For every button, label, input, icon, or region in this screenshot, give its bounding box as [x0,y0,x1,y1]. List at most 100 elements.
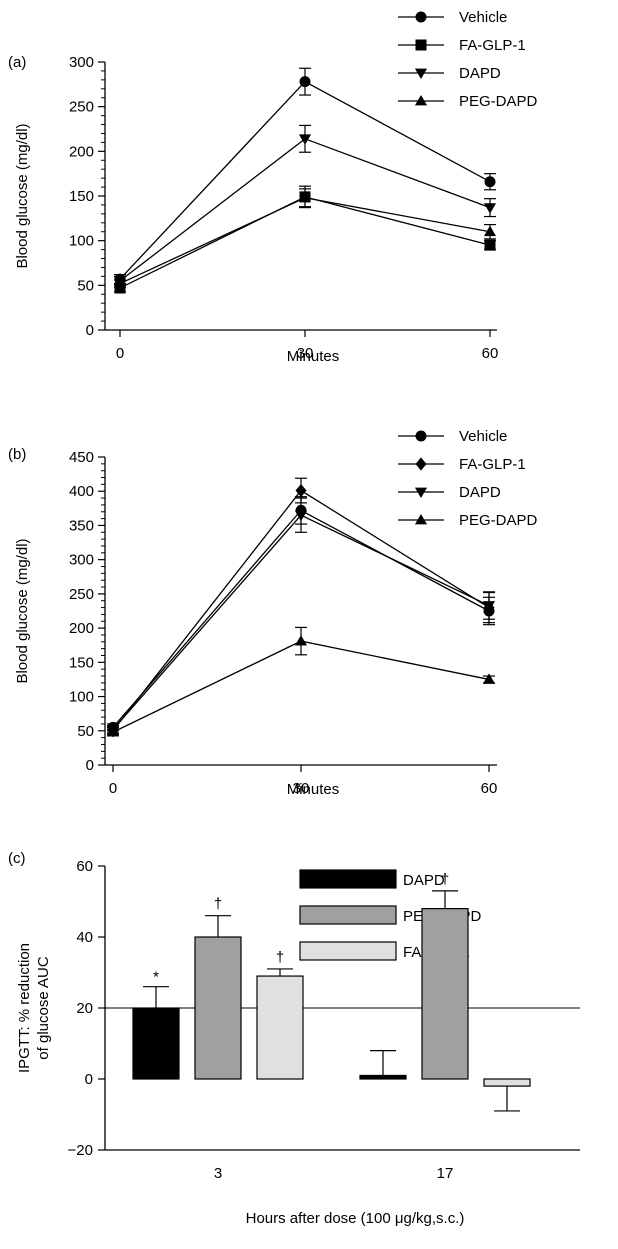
significance-marker: † [214,896,222,913]
y-tick-label: 300 [69,54,94,71]
y-tick-label: 100 [69,233,94,250]
y-tick-label: 50 [77,277,94,294]
panel-a-y-ticks: 0 50 100 150 200 250 300 [69,54,105,339]
legend-marker [415,457,427,471]
series-peg-dapd [106,626,496,737]
series-peg-dapd [113,188,497,288]
legend-label: DAPD [403,872,445,889]
panel-b-x-ticks: 0 30 60 [109,765,498,797]
y-tick-label: 250 [69,586,94,603]
x-tick-label: 3 [214,1165,222,1182]
legend-entry-fa-glp-1: FA-GLP-1 [398,456,526,473]
legend-marker [415,39,427,51]
legend-marker [415,11,427,23]
data-point [482,601,496,612]
panel-c-y-title-line2: of glucose AUC [35,956,52,1060]
data-point [114,282,126,294]
series-dapd [106,497,496,736]
data-point [484,176,496,188]
series-line [112,514,490,730]
panel-b-series [106,477,496,738]
x-tick-label: 60 [481,780,498,797]
legend-label: PEG-DAPD [459,93,538,110]
x-tick-label: 30 [293,780,310,797]
significance-marker: † [276,949,284,966]
y-tick-label: 0 [86,757,94,774]
y-tick-label: 300 [69,552,94,569]
panel-c-label: (c) [8,850,26,867]
y-tick-label: −20 [68,1142,93,1159]
series-dapd [113,124,497,287]
bar-dapd [132,1007,180,1080]
panel-c-x-title: Hours after dose (100 μg/kg,s.c.) [246,1210,465,1227]
panel-a: (a) Vehicle FA-GLP-1 DAPD PEG-DAPD 0 50 100 15… [8,9,538,365]
legend-marker [414,94,428,106]
legend-entry-dapd: DAPD [398,65,501,82]
y-tick-label: 200 [69,143,94,160]
panel-b-label: (b) [8,446,26,463]
legend-label: DAPD [459,65,501,82]
legend-label: Vehicle [459,9,507,26]
data-point [113,277,127,288]
series-line [119,196,491,289]
legend-entry-vehicle: Vehicle [398,428,507,445]
legend-label: PEG-DAPD [459,512,538,529]
y-tick-label: 450 [69,449,94,466]
data-point [483,203,497,214]
panel-c-bars: * † † † [132,871,531,1112]
data-point [294,635,308,646]
panel-b: (b) Vehicle FA-GLP-1 DAPD PEG-DAPD 0 50 100 15… [8,428,538,798]
legend-swatch [299,905,397,925]
data-point [484,239,496,251]
panel-a-y-title: Blood glucose (mg/dl) [14,123,31,268]
y-tick-label: 50 [77,723,94,740]
legend-label: DAPD [459,484,501,501]
bar-group-17: † [359,871,531,1112]
y-tick-label: 100 [69,689,94,706]
x-tick-label: 30 [297,345,314,362]
panel-a-legend: Vehicle FA-GLP-1 DAPD PEG-DAPD [398,9,538,110]
bar-fa-glp-1 [483,1078,531,1087]
series-line [119,80,491,280]
legend-entry-dapd: DAPD [398,484,501,501]
data-point [483,225,497,237]
bar-fa-glp-1 [256,975,304,1080]
data-point [482,673,496,684]
y-tick-label: 60 [76,858,93,875]
panel-c-x-ticks: 3 17 [214,1165,454,1182]
x-tick-label: 60 [482,345,499,362]
panel-b-y-ticks: 0 50 100 150 200 250 300 350 400 450 [69,449,105,774]
y-tick-label: 150 [69,654,94,671]
y-tick-label: 150 [69,188,94,205]
series-line [119,197,491,285]
legend-entry-fa-glp-1: FA-GLP-1 [398,37,526,54]
legend-label: FA-GLP-1 [459,456,526,473]
legend-label: FA-GLP-1 [459,37,526,54]
panel-b-y-title: Blood glucose (mg/dl) [14,538,31,683]
y-tick-label: 250 [69,99,94,116]
legend-entry-dapd: DAPD [299,869,445,889]
legend-marker [415,430,427,442]
y-tick-label: 400 [69,483,94,500]
y-tick-label: 350 [69,517,94,534]
x-tick-label: 17 [437,1165,454,1182]
legend-marker [414,68,428,80]
y-tick-label: 20 [76,1000,93,1017]
data-point [298,134,312,145]
x-tick-label: 0 [116,345,124,362]
legend-entry-vehicle: Vehicle [398,9,507,26]
significance-marker: † [441,871,449,888]
legend-entry-peg-dapd: PEG-DAPD [398,93,538,110]
panel-b-legend: Vehicle FA-GLP-1 DAPD PEG-DAPD [398,428,538,529]
y-tick-label: 0 [86,322,94,339]
panel-c-y-title-line1: IPGTT: % reduction [16,943,33,1073]
series-line [112,509,490,728]
bar-peg-dapd [421,907,469,1080]
legend-label: Vehicle [459,428,507,445]
bar-group-3: * † † [132,896,304,1080]
y-tick-label: 200 [69,620,94,637]
legend-swatch [299,869,397,889]
data-point [295,483,307,498]
